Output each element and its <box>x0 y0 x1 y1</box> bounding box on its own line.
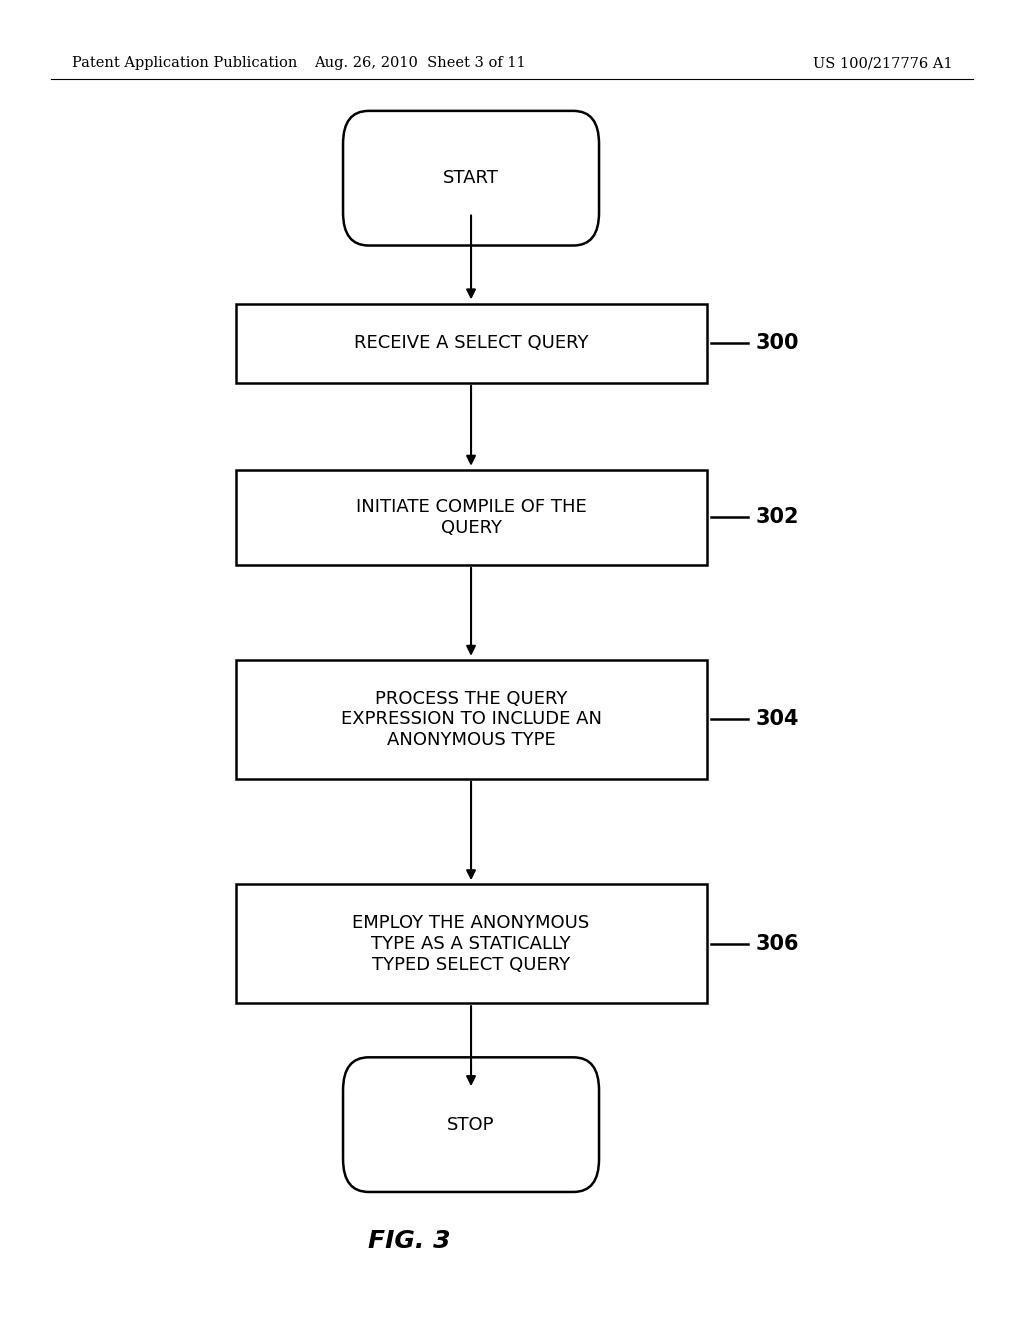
Text: US 100/217776 A1: US 100/217776 A1 <box>813 57 952 70</box>
Text: 306: 306 <box>756 933 799 954</box>
Text: Patent Application Publication: Patent Application Publication <box>72 57 297 70</box>
Text: Aug. 26, 2010  Sheet 3 of 11: Aug. 26, 2010 Sheet 3 of 11 <box>314 57 525 70</box>
Text: 302: 302 <box>756 507 799 528</box>
FancyBboxPatch shape <box>343 111 599 246</box>
Text: START: START <box>443 169 499 187</box>
Text: PROCESS THE QUERY
EXPRESSION TO INCLUDE AN
ANONYMOUS TYPE: PROCESS THE QUERY EXPRESSION TO INCLUDE … <box>341 689 601 750</box>
Text: INITIATE COMPILE OF THE
QUERY: INITIATE COMPILE OF THE QUERY <box>355 498 587 537</box>
Text: EMPLOY THE ANONYMOUS
TYPE AS A STATICALLY
TYPED SELECT QUERY: EMPLOY THE ANONYMOUS TYPE AS A STATICALL… <box>352 913 590 974</box>
FancyBboxPatch shape <box>236 304 707 383</box>
FancyBboxPatch shape <box>343 1057 599 1192</box>
Text: 300: 300 <box>756 333 799 354</box>
Text: STOP: STOP <box>447 1115 495 1134</box>
Text: 304: 304 <box>756 709 799 730</box>
FancyBboxPatch shape <box>236 660 707 779</box>
FancyBboxPatch shape <box>236 470 707 565</box>
FancyBboxPatch shape <box>236 884 707 1003</box>
Text: FIG. 3: FIG. 3 <box>369 1229 451 1253</box>
Text: RECEIVE A SELECT QUERY: RECEIVE A SELECT QUERY <box>353 334 589 352</box>
